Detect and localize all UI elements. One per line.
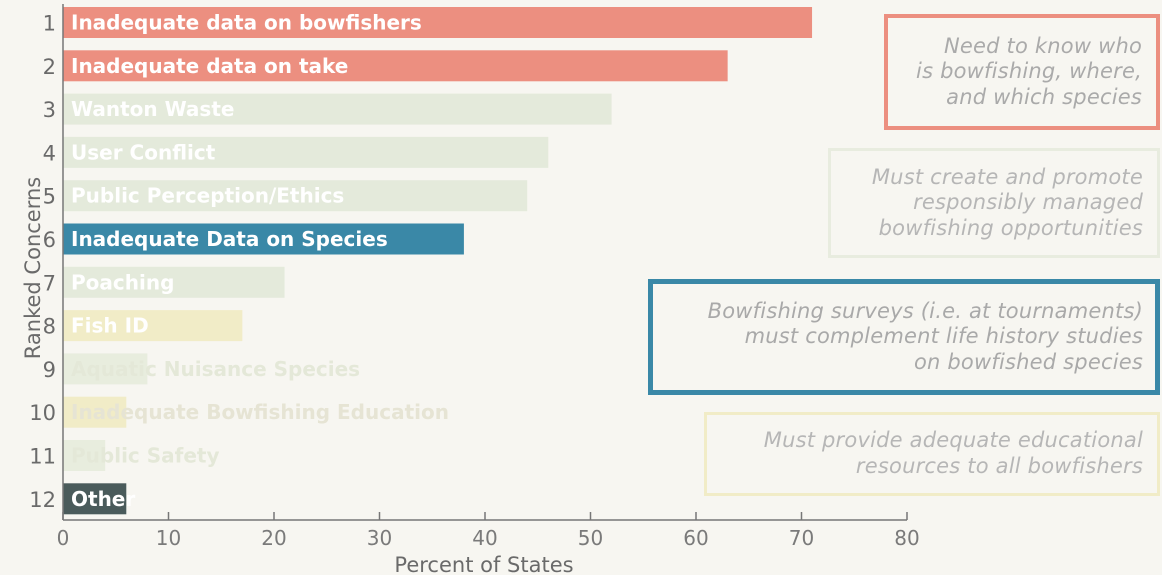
- bar-label: Inadequate data on bowfishers: [71, 11, 422, 35]
- bar-label: Public Perception/Ethics: [71, 184, 344, 208]
- x-axis: 0 10 20 30 40 50 60 70 80: [57, 4, 920, 550]
- x-axis-label: Percent of States: [394, 553, 573, 575]
- x-tick-label: 20: [261, 526, 286, 550]
- rank-label: 9: [43, 358, 56, 382]
- rank-label: 12: [29, 488, 56, 512]
- x-tick-label: 60: [683, 526, 708, 550]
- bar: [63, 223, 464, 255]
- annotation-text: Need to know who is bowfishing, where, a…: [916, 33, 1142, 109]
- rank-label: 1: [43, 12, 56, 36]
- bar: [63, 136, 549, 168]
- annotation-box: Bowfishing surveys (i.e. at tournaments)…: [648, 279, 1160, 395]
- bar: [63, 353, 148, 385]
- x-tick-label: 70: [789, 526, 814, 550]
- bar: [63, 483, 127, 515]
- x-tick-label: 10: [156, 526, 181, 550]
- bar-label: Inadequate Bowfishing Education: [71, 400, 449, 424]
- annotation-text: Must provide adequate educational resour…: [763, 428, 1143, 478]
- rank-label: 3: [43, 98, 56, 122]
- rank-label: 10: [29, 401, 56, 425]
- bar-label: Other: [71, 487, 135, 511]
- rank-label: 2: [43, 55, 56, 79]
- rank-label: 11: [29, 445, 56, 469]
- rank-label: 6: [43, 228, 56, 252]
- bar-label: Wanton Waste: [71, 97, 234, 121]
- annotation-box: Must provide adequate educational resour…: [704, 412, 1160, 496]
- bar-label: Poaching: [71, 270, 174, 294]
- bar: [63, 310, 243, 342]
- annotation-text: Bowfishing surveys (i.e. at tournaments)…: [707, 298, 1143, 374]
- annotation-box: Need to know who is bowfishing, where, a…: [884, 14, 1160, 130]
- annotation-box: Must create and promote responsibly mana…: [828, 148, 1160, 258]
- x-tick-label: 80: [894, 526, 919, 550]
- rank-label: 8: [43, 315, 56, 339]
- x-tick-label: 0: [57, 526, 70, 550]
- bar: [63, 50, 728, 82]
- bar: [63, 266, 285, 298]
- bar-label: Inadequate data on take: [71, 54, 348, 78]
- bar-label: Aquatic Nuisance Species: [71, 357, 360, 381]
- bar-label: User Conflict: [71, 140, 216, 164]
- bar: [63, 440, 106, 471]
- bar-label: Public Safety: [71, 444, 220, 468]
- bars-layer: Inadequate data on bowfishers Inadequate …: [63, 7, 813, 515]
- bar: [63, 396, 127, 428]
- bar: [63, 7, 813, 38]
- x-tick-label: 40: [472, 526, 497, 550]
- bar: [63, 180, 528, 212]
- bar-label: Inadequate Data on Species: [71, 227, 388, 251]
- x-tick-label: 30: [367, 526, 392, 550]
- y-axis-label: Ranked Concerns: [21, 177, 45, 359]
- annotation-text: Must create and promote responsibly mana…: [871, 164, 1143, 240]
- rank-label: 7: [43, 271, 56, 295]
- bar: [63, 93, 612, 125]
- bar-label: Fish ID: [71, 314, 149, 338]
- rank-label: 5: [43, 185, 56, 209]
- rank-label: 4: [43, 141, 56, 165]
- x-tick-label: 50: [578, 526, 603, 550]
